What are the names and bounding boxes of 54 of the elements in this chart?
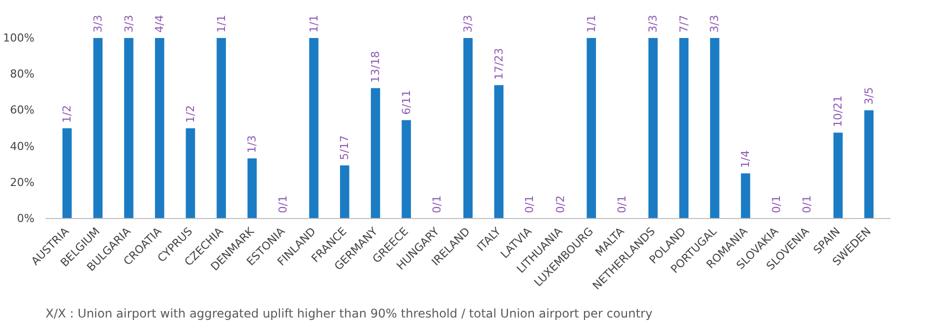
bar	[833, 132, 843, 218]
annotation: 7/7	[677, 14, 690, 33]
bar	[402, 120, 411, 218]
annotation: 0/1	[430, 195, 444, 214]
bar	[154, 38, 164, 218]
annotation: 5/17	[338, 135, 352, 160]
bar	[340, 165, 350, 218]
annotation: 1/2	[60, 105, 74, 123]
bar	[710, 38, 720, 218]
annotation: 1/1	[307, 14, 320, 33]
bar	[679, 38, 688, 218]
annotation: 3/5	[862, 87, 876, 105]
y-tick-label: 100%	[3, 31, 35, 44]
annotation: 1/2	[184, 105, 197, 123]
annotation: 4/4	[153, 14, 166, 33]
annotation: 1/1	[584, 14, 598, 33]
bar	[309, 38, 318, 218]
y-tick-label: 40%	[10, 140, 35, 153]
bar	[124, 38, 134, 218]
annotation: 1/1	[214, 14, 228, 33]
bar	[864, 110, 874, 218]
annotation: 0/1	[770, 195, 783, 214]
annotation: 1/4	[739, 150, 752, 168]
y-tick-label: 20%	[10, 176, 35, 189]
annotation: 0/1	[523, 195, 536, 214]
annotation: 0/1	[800, 195, 814, 214]
bar	[216, 38, 226, 218]
annotation: 3/3	[122, 14, 136, 33]
annotation: 0/1	[276, 195, 290, 214]
bar	[648, 38, 658, 218]
bar	[248, 158, 257, 218]
y-tick-label: 60%	[10, 104, 35, 117]
bar	[370, 88, 380, 218]
y-tick-label: 80%	[10, 68, 35, 81]
bar	[186, 128, 196, 218]
annotation: 3/3	[646, 14, 660, 33]
annotation: 0/2	[554, 195, 568, 214]
annotation: 1/3	[246, 135, 259, 153]
annotation: 17/23	[492, 48, 506, 80]
annotation: 6/11	[400, 90, 413, 115]
annotation: 3/3	[462, 14, 474, 33]
annotation: 3/3	[91, 14, 104, 33]
text: X/X : Union airport with aggregated uplift higher than 90% threshold / total Union airport per country	[46, 306, 652, 320]
bar	[740, 173, 750, 218]
bar	[93, 38, 103, 218]
bar	[494, 85, 504, 218]
bar	[586, 38, 596, 218]
y-tick-label: 0%	[17, 212, 34, 225]
bar	[463, 38, 473, 218]
annotation: 10/21	[832, 95, 845, 128]
annotation: 3/3	[708, 14, 722, 33]
annotation: 13/18	[368, 51, 382, 83]
annotation: 0/1	[616, 195, 629, 214]
bar	[62, 128, 72, 218]
